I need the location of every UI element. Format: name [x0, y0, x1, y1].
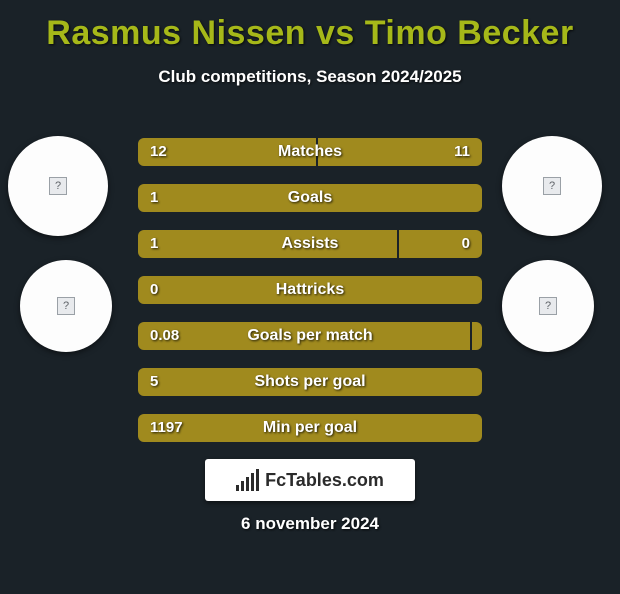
stat-label: Assists: [138, 230, 482, 258]
stat-label: Shots per goal: [138, 368, 482, 396]
stat-row: 1197Min per goal: [138, 414, 482, 442]
stat-label: Goals per match: [138, 322, 482, 350]
logo-text: FcTables.com: [265, 470, 384, 491]
stat-label: Hattricks: [138, 276, 482, 304]
bars-icon: [236, 469, 259, 491]
date-label: 6 november 2024: [0, 514, 620, 534]
page-title: Rasmus Nissen vs Timo Becker: [0, 14, 620, 53]
stat-label: Min per goal: [138, 414, 482, 442]
stat-label: Goals: [138, 184, 482, 212]
fctables-logo: FcTables.com: [205, 459, 415, 501]
stat-label: Matches: [138, 138, 482, 166]
broken-image-icon: ?: [543, 177, 561, 195]
stat-row: 1Goals: [138, 184, 482, 212]
player-left-avatars: ? ?: [8, 136, 118, 376]
stat-row: 1211Matches: [138, 138, 482, 166]
stat-row: 0.08Goals per match: [138, 322, 482, 350]
broken-image-icon: ?: [49, 177, 67, 195]
subtitle: Club competitions, Season 2024/2025: [0, 67, 620, 87]
stat-row: 5Shots per goal: [138, 368, 482, 396]
player-right-avatars: ? ?: [502, 136, 612, 376]
player2-club-logo: ?: [502, 260, 594, 352]
player1-avatar: ?: [8, 136, 108, 236]
broken-image-icon: ?: [539, 297, 557, 315]
stat-row: 10Assists: [138, 230, 482, 258]
player2-avatar: ?: [502, 136, 602, 236]
stat-row: 0Hattricks: [138, 276, 482, 304]
player1-club-logo: ?: [20, 260, 112, 352]
stats-container: 1211Matches 1Goals 10Assists 0Hattricks 0.08…: [138, 138, 482, 460]
broken-image-icon: ?: [57, 297, 75, 315]
